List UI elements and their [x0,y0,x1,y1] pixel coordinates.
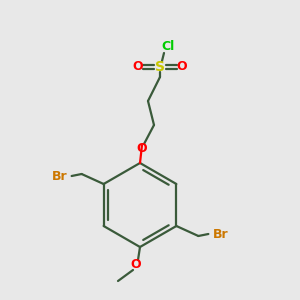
Text: O: O [177,61,187,74]
Text: O: O [133,61,143,74]
Text: O: O [131,259,141,272]
Text: Cl: Cl [161,40,175,53]
Text: Br: Br [52,169,68,182]
Text: O: O [137,142,147,155]
Text: Br: Br [213,227,228,241]
Text: S: S [155,60,165,74]
